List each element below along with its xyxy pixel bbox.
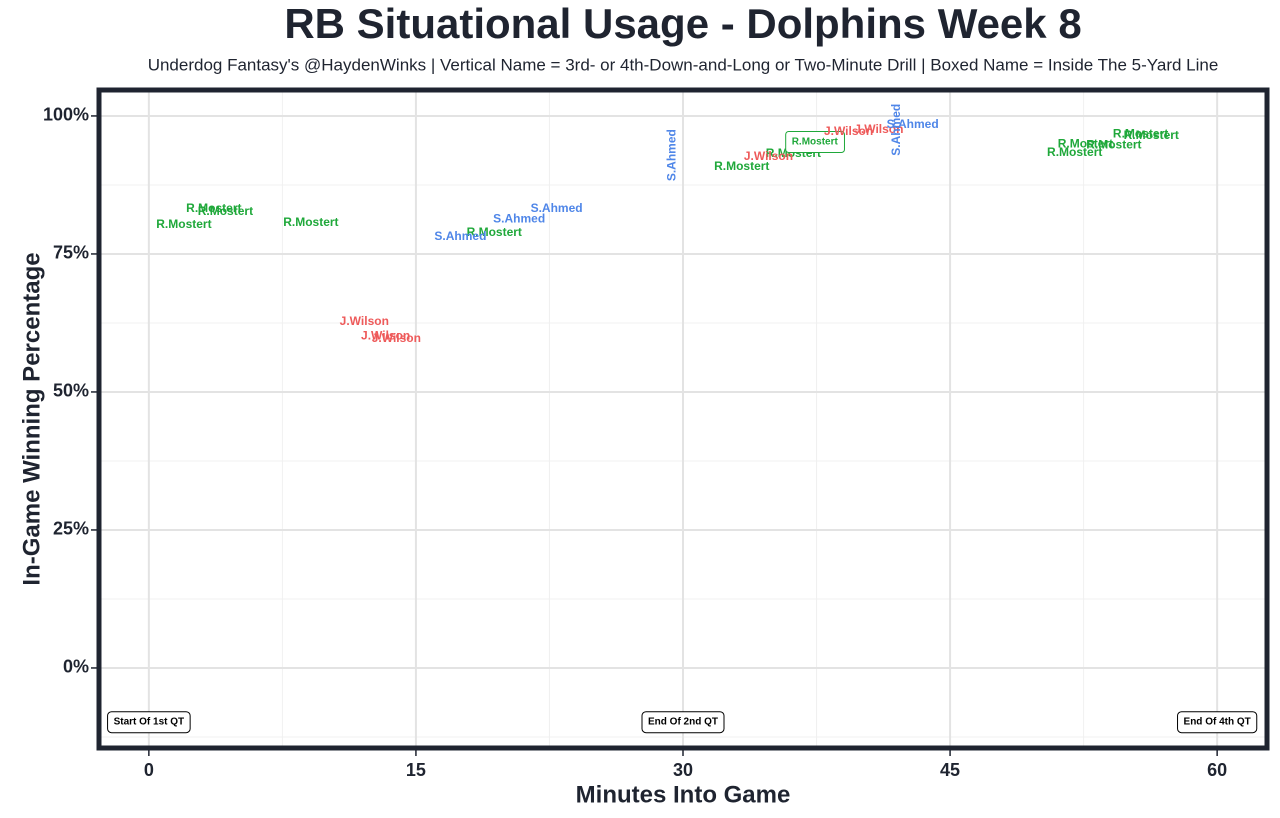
player-label: J.Wilson	[744, 149, 793, 163]
y-axis-title: In-Game Winning Percentage	[18, 252, 45, 585]
player-label: S.Ahmed	[889, 104, 903, 156]
chart-subtitle: Underdog Fantasy's @HaydenWinks | Vertic…	[148, 55, 1219, 74]
player-label: R.Mostert	[1124, 128, 1179, 142]
player-label: S.Ahmed	[531, 201, 583, 215]
x-tick-label: 30	[673, 760, 693, 780]
player-label: J.Wilson	[361, 328, 410, 342]
player-label: S.Ahmed	[434, 229, 486, 243]
player-label: J.Wilson	[824, 124, 873, 138]
annotation-box	[107, 711, 191, 734]
player-label: S.Ahmed	[887, 117, 939, 131]
y-tick-label: 25%	[53, 519, 89, 539]
y-tick-label: 50%	[53, 381, 89, 401]
x-tick-label: 15	[406, 760, 426, 780]
annotation-label: End Of 2nd QT	[648, 717, 718, 728]
player-label: R.Mostert	[792, 137, 839, 148]
player-label: S.Ahmed	[493, 211, 545, 225]
x-tick-label: 0	[144, 760, 154, 780]
player-label: J.Wilson	[340, 314, 389, 328]
player-label: R.Mostert	[467, 225, 522, 239]
player-label: R.Mostert	[156, 217, 211, 231]
panel-border	[96, 87, 1270, 751]
y-tick-label: 100%	[43, 105, 89, 125]
annotation-label: Start Of 1st QT	[114, 717, 185, 728]
annotation-box	[641, 711, 725, 734]
player-label: J.Wilson	[854, 122, 903, 136]
x-axis-title: Minutes Into Game	[576, 781, 791, 808]
player-label: J.Wilson	[372, 331, 421, 345]
player-label: R.Mostert	[186, 201, 241, 215]
y-tick-label: 75%	[53, 243, 89, 263]
player-label: R.Mostert	[1113, 126, 1168, 140]
player-label: R.Mostert	[1086, 137, 1141, 151]
annotation-box	[1177, 711, 1258, 734]
player-label: R.Mostert	[283, 215, 338, 229]
y-tick-label: 0%	[63, 657, 89, 677]
player-label: R.Mostert	[1047, 145, 1102, 159]
inside-five-box	[785, 131, 845, 154]
x-tick-label: 45	[940, 760, 960, 780]
player-label: R.Mostert	[1058, 136, 1113, 150]
annotation-label: End Of 4th QT	[1184, 717, 1251, 728]
player-label: R.Mostert	[198, 204, 253, 218]
grid	[99, 90, 1267, 748]
player-label: R.Mostert	[714, 159, 769, 173]
player-label: S.Ahmed	[664, 129, 678, 181]
x-tick-label: 60	[1207, 760, 1227, 780]
chart-title: RB Situational Usage - Dolphins Week 8	[284, 0, 1081, 47]
